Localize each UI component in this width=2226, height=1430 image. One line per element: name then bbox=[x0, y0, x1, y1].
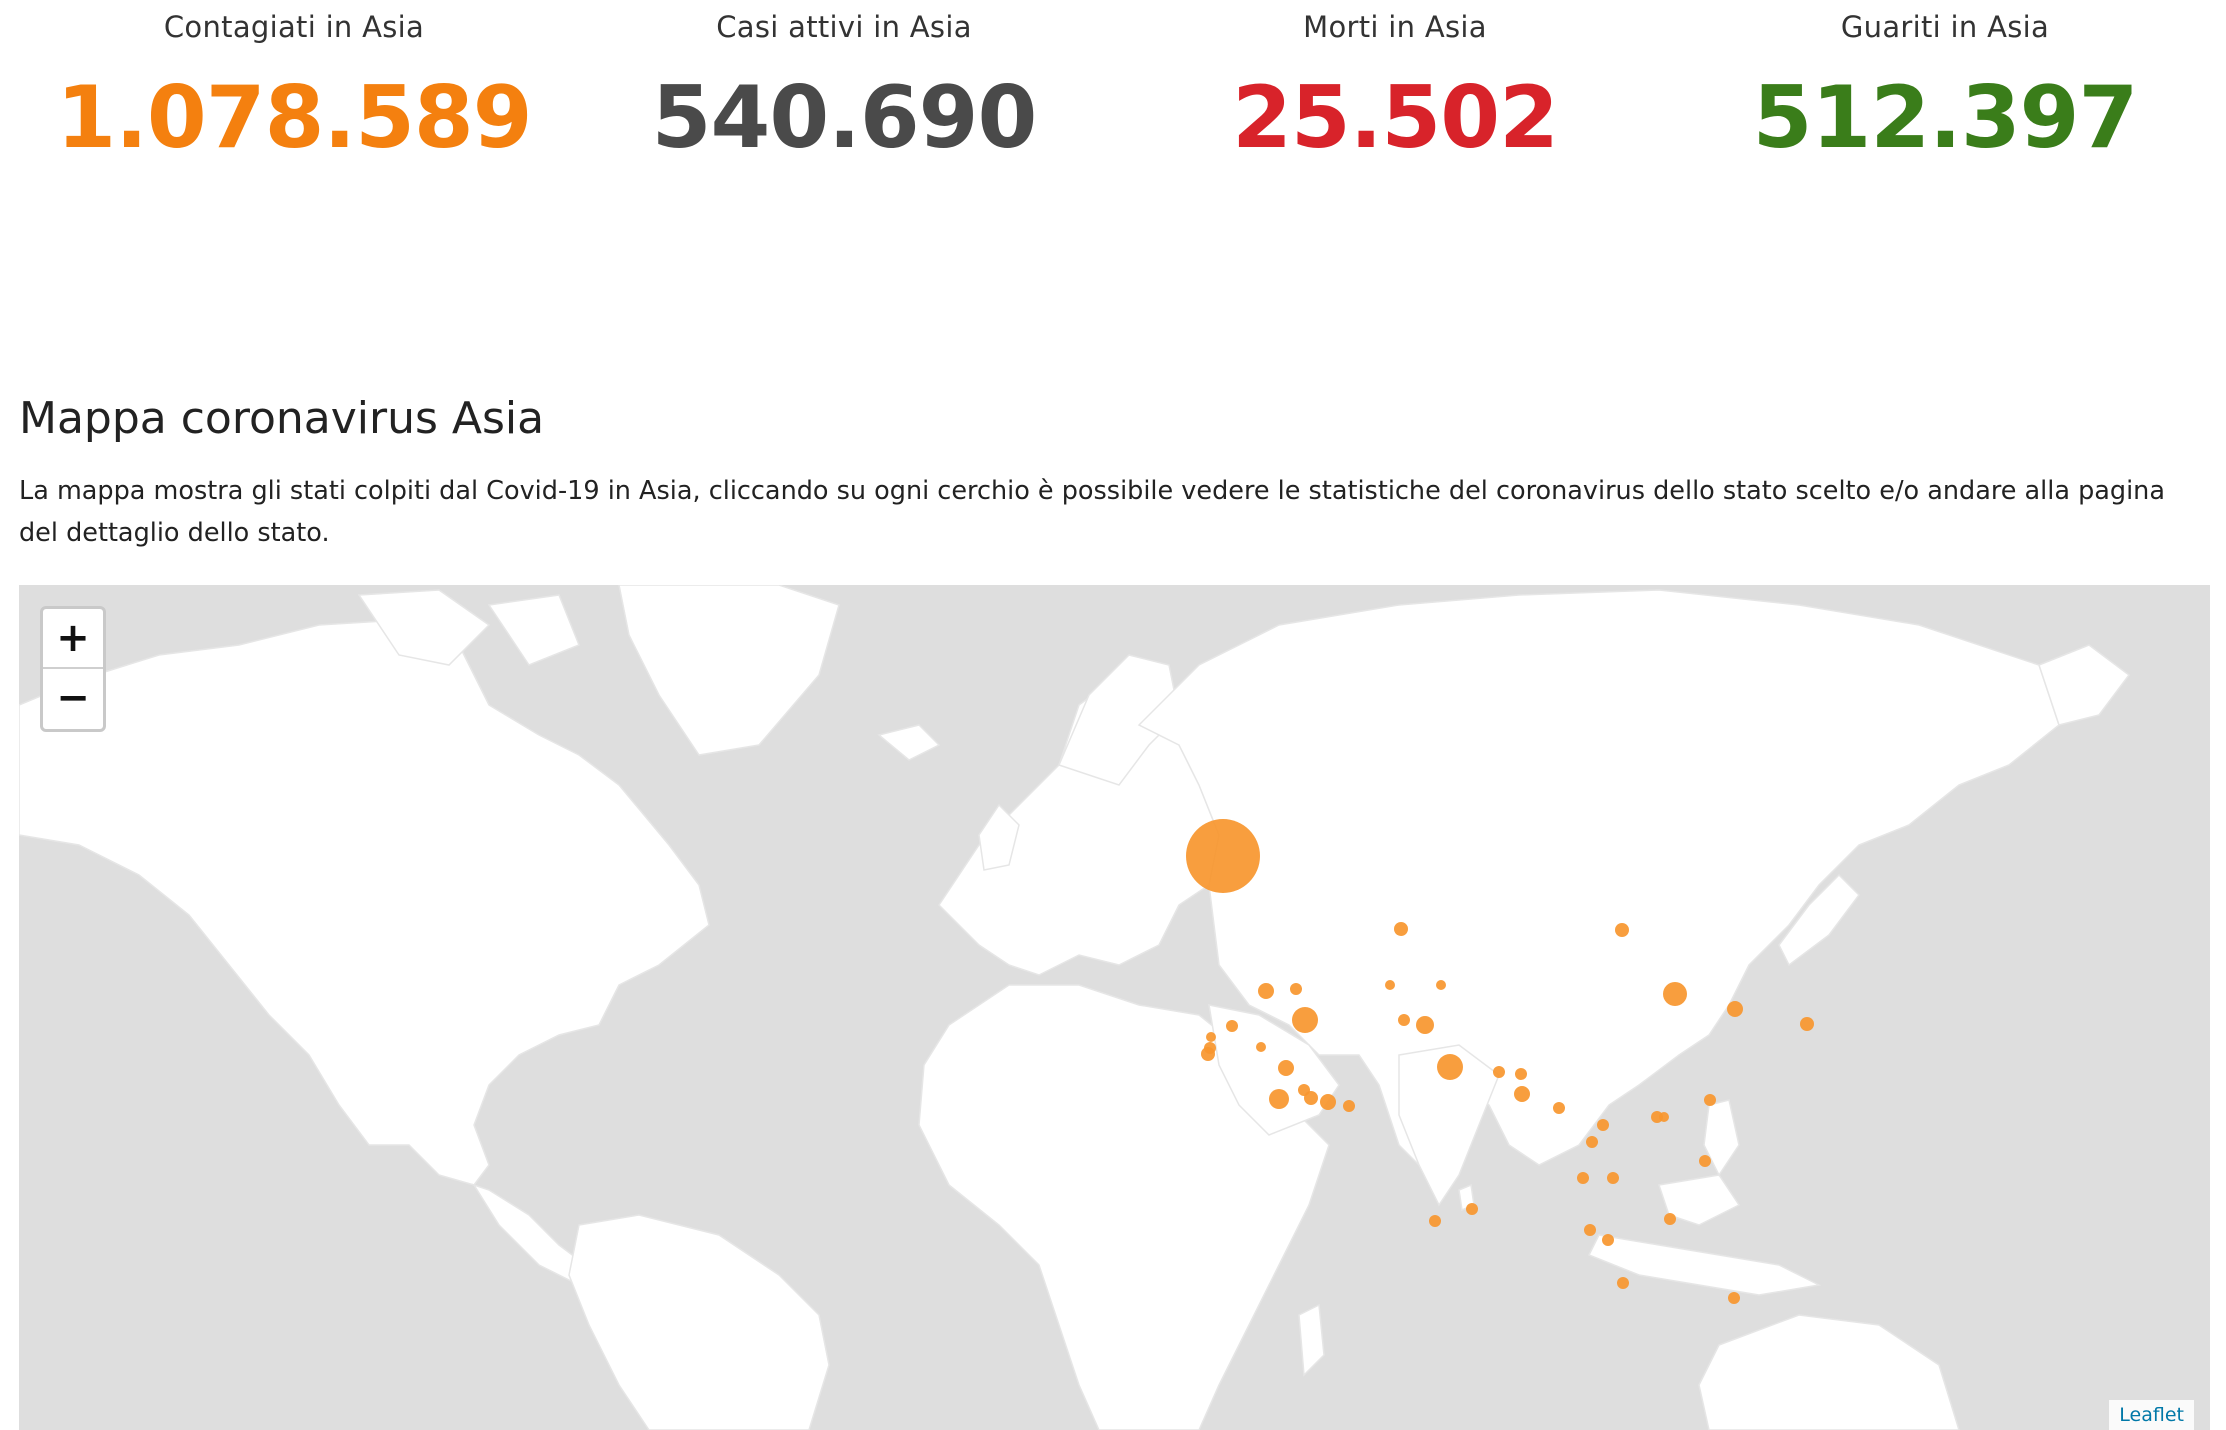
map-attribution[interactable]: Leaflet bbox=[2109, 1400, 2194, 1430]
marker-philippines[interactable] bbox=[1699, 1155, 1711, 1167]
land-asia bbox=[1137, 589, 2060, 1167]
marker-pakistan[interactable] bbox=[1416, 1016, 1434, 1034]
marker-turkey[interactable] bbox=[1226, 1020, 1238, 1032]
marker-cambodia[interactable] bbox=[1577, 1172, 1589, 1184]
marker-bhutan[interactable] bbox=[1515, 1068, 1527, 1080]
land-masses bbox=[19, 585, 2131, 1430]
zoom-in-button[interactable]: + bbox=[43, 609, 103, 669]
land-indonesia bbox=[1587, 1174, 1822, 1296]
marker-taiwan[interactable] bbox=[1704, 1094, 1716, 1106]
marker-afghanistan[interactable] bbox=[1398, 1014, 1410, 1026]
stats-row: Contagiati in Asia 1.078.589 Casi attivi… bbox=[0, 0, 2226, 190]
land-british-isles bbox=[978, 803, 1020, 871]
land-far-east bbox=[2038, 644, 2131, 726]
land-north-america bbox=[19, 619, 710, 1186]
marker-malaysia[interactable] bbox=[1584, 1224, 1596, 1236]
land-philippines bbox=[1703, 1099, 1740, 1177]
land-japan bbox=[1778, 873, 1860, 967]
zoom-out-button[interactable]: − bbox=[56, 675, 90, 721]
land-africa bbox=[918, 984, 1330, 1430]
stat-infected-label: Contagiati in Asia bbox=[163, 10, 425, 44]
marker-cyprus[interactable] bbox=[1206, 1032, 1216, 1042]
stat-deaths-label: Morti in Asia bbox=[1303, 10, 1487, 44]
land-south-america bbox=[568, 1214, 830, 1430]
land-australia bbox=[1698, 1314, 1960, 1430]
marker-azerbaijan[interactable] bbox=[1290, 983, 1302, 995]
marker-oman[interactable] bbox=[1343, 1100, 1355, 1112]
marker-nepal[interactable] bbox=[1493, 1066, 1505, 1078]
marker-korea[interactable] bbox=[1727, 1001, 1743, 1017]
land-arctic-islands bbox=[357, 589, 580, 666]
map-section-title: Mappa coronavirus Asia bbox=[19, 393, 545, 444]
stat-recovered: Guariti in Asia 512.397 bbox=[1670, 0, 2220, 168]
stat-deaths-value: 25.502 bbox=[1232, 68, 1559, 168]
marker-mongolia[interactable] bbox=[1615, 923, 1629, 937]
marker-iraq[interactable] bbox=[1256, 1042, 1266, 1052]
marker-maldives[interactable] bbox=[1429, 1215, 1441, 1227]
world-map[interactable]: Leaflet bbox=[19, 585, 2210, 1430]
land-madagascar bbox=[1298, 1303, 1325, 1377]
marker-sri-lanka[interactable] bbox=[1466, 1203, 1478, 1215]
country-markers bbox=[1186, 819, 1814, 1304]
map-zoom-control: + − bbox=[40, 606, 106, 732]
marker-vietnam-south[interactable] bbox=[1607, 1172, 1619, 1184]
map-tiles bbox=[19, 585, 2131, 1430]
marker-hong-kong[interactable] bbox=[1659, 1112, 1669, 1122]
marker-thailand[interactable] bbox=[1586, 1136, 1598, 1148]
marker-kyrgyzstan[interactable] bbox=[1436, 980, 1446, 990]
marker-india[interactable] bbox=[1437, 1054, 1463, 1080]
marker-uzbekistan[interactable] bbox=[1385, 980, 1395, 990]
land-iceland bbox=[877, 724, 941, 761]
marker-timor-leste[interactable] bbox=[1728, 1292, 1740, 1304]
marker-laos[interactable] bbox=[1597, 1119, 1609, 1131]
marker-kazakhstan[interactable] bbox=[1394, 922, 1408, 936]
stat-deaths: Morti in Asia 25.502 bbox=[1120, 0, 1670, 168]
marker-brunei[interactable] bbox=[1664, 1213, 1676, 1225]
marker-singapore[interactable] bbox=[1602, 1234, 1614, 1246]
marker-russia[interactable] bbox=[1186, 819, 1260, 893]
stat-active: Casi attivi in Asia 540.690 bbox=[569, 0, 1119, 168]
stat-infected: Contagiati in Asia 1.078.589 bbox=[19, 0, 569, 168]
marker-iran[interactable] bbox=[1292, 1007, 1318, 1033]
land-india bbox=[1398, 1044, 1500, 1207]
stat-active-label: Casi attivi in Asia bbox=[716, 10, 972, 44]
marker-qatar[interactable] bbox=[1304, 1091, 1318, 1105]
marker-bangladesh[interactable] bbox=[1514, 1086, 1530, 1102]
stat-infected-value: 1.078.589 bbox=[56, 68, 532, 168]
stat-recovered-label: Guariti in Asia bbox=[1840, 10, 2050, 44]
marker-indonesia[interactable] bbox=[1617, 1277, 1629, 1289]
land-greenland bbox=[618, 585, 840, 756]
marker-uae[interactable] bbox=[1320, 1094, 1336, 1110]
marker-saudi-arabia[interactable] bbox=[1269, 1089, 1289, 1109]
marker-china[interactable] bbox=[1663, 982, 1687, 1006]
map-section-description: La mappa mostra gli stati colpiti dal Co… bbox=[19, 476, 2165, 548]
stat-active-value: 540.690 bbox=[651, 68, 1038, 168]
marker-georgia[interactable] bbox=[1258, 983, 1274, 999]
marker-israel[interactable] bbox=[1201, 1047, 1215, 1061]
stat-recovered-value: 512.397 bbox=[1752, 68, 2139, 168]
marker-myanmar[interactable] bbox=[1553, 1102, 1565, 1114]
marker-japan[interactable] bbox=[1800, 1017, 1814, 1031]
marker-kuwait[interactable] bbox=[1278, 1060, 1294, 1076]
